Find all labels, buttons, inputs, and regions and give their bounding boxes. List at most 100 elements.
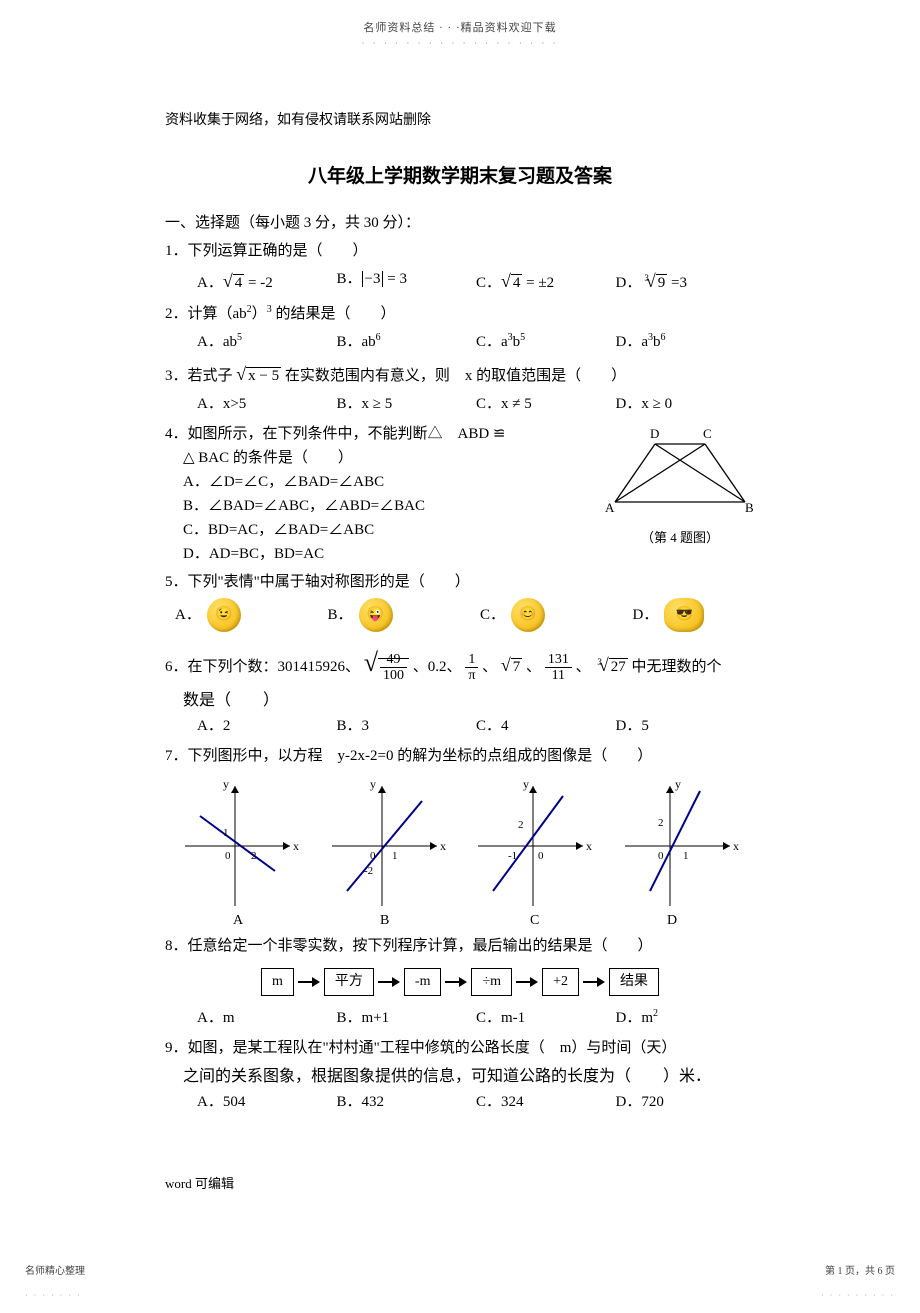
svg-text:1: 1: [223, 827, 229, 839]
flow-box-result: 结果: [609, 968, 659, 996]
page-content: 资料收集于网络，如有侵权请联系网站删除 八年级上学期数学期末复习题及答案 一、选…: [0, 50, 920, 1234]
q2-stem: 2．计算（ab2）3 的结果是（ ）: [165, 302, 755, 326]
q8-options: A．m B．m+1 C．m-1 D．m2: [197, 1006, 755, 1030]
q3-opt-b: B．x ≥ 5: [337, 392, 477, 416]
q8-opt-a: A．m: [197, 1006, 337, 1030]
q2-opt-d: D．a3b6: [616, 330, 756, 354]
q5-stem: 5．下列"表情"中属于轴对称图形的是（ ）: [165, 570, 755, 594]
source-note: 资料收集于网络，如有侵权请联系网站删除: [165, 110, 755, 132]
q9-line2: 之间的关系图象，根据图象提供的信息，可知道公路的长度为（ ）米．: [183, 1064, 755, 1090]
q6-stem: 6．在下列个数：301415926、 √49100 、0.2、 1π 、 √7 …: [165, 642, 755, 684]
q9-opt-a: A．504: [197, 1090, 337, 1114]
q5-options: A．😉 B．😜 C．😊 D．😎: [175, 598, 755, 632]
q3-opt-a: A．x>5: [197, 392, 337, 416]
q4-figure: D C A B （第 4 题图）: [595, 422, 765, 549]
footer-editable: word 可编辑: [165, 1174, 755, 1195]
q2-opt-a: A．ab5: [197, 330, 337, 354]
q4-block: 4．如图所示，在下列条件中，不能判断△ ABD ≌ △ BAC 的条件是（ ） …: [165, 422, 755, 566]
q9-line1: 9．如图，是某工程队在"村村通"工程中修筑的公路长度（ m）与时间（天）: [165, 1036, 755, 1060]
svg-text:0: 0: [225, 850, 231, 862]
page-footer-dots: · · · · · · · · · · · · · · · ·: [0, 1290, 920, 1313]
q6-options: A．2 B．3 C．4 D．5: [197, 714, 755, 738]
svg-text:0: 0: [370, 850, 376, 862]
arrow-icon: [378, 977, 400, 987]
q5-opt-a: A．😉: [175, 598, 298, 632]
q6-opt-c: C．4: [476, 714, 616, 738]
q8-opt-b: B．m+1: [337, 1006, 477, 1030]
svg-text:2: 2: [251, 850, 257, 862]
q5-opt-b: B．😜: [328, 598, 451, 632]
q6-opt-a: A．2: [197, 714, 337, 738]
doc-title: 八年级上学期数学期末复习题及答案: [165, 162, 755, 192]
q1-opt-d: D．3√9 =3: [616, 267, 756, 296]
q6-line2: 数是（ ）: [183, 688, 755, 714]
q8-opt-d: D．m2: [616, 1006, 756, 1030]
flow-box-m: m: [261, 968, 294, 996]
q9-opt-b: B．432: [337, 1090, 477, 1114]
svg-text:B: B: [745, 500, 754, 515]
svg-text:x: x: [586, 839, 592, 853]
arrow-icon: [583, 977, 605, 987]
q7-graphs: x y 0 1 2 A x y 0 1 -2 B x y 0 2: [175, 776, 745, 926]
glasses-emoji-icon: 😎: [664, 598, 704, 632]
q9-options: A．504 B．432 C．324 D．720: [197, 1090, 755, 1114]
q1-opt-b: B．−3 = 3: [337, 267, 477, 296]
arrow-icon: [445, 977, 467, 987]
page-header-dots: · · · · · · · · · · · · · · · · · ·: [0, 36, 920, 50]
q2-opt-b: B．ab6: [337, 330, 477, 354]
wink-emoji-icon: 😉: [207, 598, 241, 632]
svg-text:y: y: [523, 777, 529, 791]
svg-text:y: y: [675, 777, 681, 791]
svg-text:2: 2: [518, 819, 524, 831]
q1-options: A．√4 = -2 B．−3 = 3 C．√4 = ±2 D．3√9 =3: [197, 267, 755, 296]
q3-opt-c: C．x ≠ 5: [476, 392, 616, 416]
q5-opt-c: C．😊: [480, 598, 603, 632]
svg-text:1: 1: [392, 850, 398, 862]
footer-left: 名师精心整理: [25, 1264, 85, 1280]
q2-options: A．ab5 B．ab6 C．a3b5 D．a3b6: [197, 330, 755, 354]
q7-stem: 7．下列图形中，以方程 y-2x-2=0 的解为坐标的点组成的图像是（ ）: [165, 744, 755, 768]
q7-graph-a: x y 0 1 2 A: [175, 776, 305, 926]
svg-text:2: 2: [658, 817, 664, 829]
page-header-top: 名师资料总结 · · ·精品资料欢迎下载: [0, 0, 920, 38]
svg-text:1: 1: [683, 850, 689, 862]
svg-text:y: y: [223, 777, 229, 791]
smile-emoji-icon: 😊: [511, 598, 545, 632]
svg-text:x: x: [733, 839, 739, 853]
svg-text:C: C: [530, 913, 539, 926]
arrow-icon: [298, 977, 320, 987]
svg-text:y: y: [370, 777, 376, 791]
q5-opt-d: D．😎: [633, 598, 756, 632]
svg-text:x: x: [293, 839, 299, 853]
svg-text:D: D: [667, 913, 677, 926]
svg-text:-1: -1: [508, 850, 517, 862]
flow-box-square: 平方: [324, 968, 374, 996]
svg-text:0: 0: [658, 850, 664, 862]
q6-opt-d: D．5: [616, 714, 756, 738]
q7-graph-c: x y 0 2 -1 C: [468, 776, 598, 926]
arrow-icon: [516, 977, 538, 987]
q7-graph-d: x y 0 2 1 D: [615, 776, 745, 926]
q3-opt-d: D．x ≥ 0: [616, 392, 756, 416]
svg-text:A: A: [233, 913, 244, 926]
q7-graph-b: x y 0 1 -2 B: [322, 776, 452, 926]
q9-opt-c: C．324: [476, 1090, 616, 1114]
svg-text:0: 0: [538, 850, 544, 862]
q3-options: A．x>5 B．x ≥ 5 C．x ≠ 5 D．x ≥ 0: [197, 392, 755, 416]
flow-box-plus2: +2: [542, 968, 579, 996]
svg-text:B: B: [380, 913, 389, 926]
q2-opt-c: C．a3b5: [476, 330, 616, 354]
svg-text:A: A: [605, 500, 615, 515]
page-footer: 名师精心整理 第 1 页，共 6 页: [0, 1234, 920, 1290]
svg-text:C: C: [703, 426, 712, 441]
flow-box-div-m: ÷m: [471, 968, 512, 996]
q9-opt-d: D．720: [616, 1090, 756, 1114]
q1-stem: 1．下列运算正确的是（ ）: [165, 239, 755, 263]
q1-opt-a: A．√4 = -2: [197, 267, 337, 296]
section-1-heading: 一、选择题（每小题 3 分，共 30 分）：: [165, 211, 755, 235]
q1-opt-c: C．√4 = ±2: [476, 267, 616, 296]
footer-right: 第 1 页，共 6 页: [825, 1264, 895, 1280]
q3-stem: 3．若式子 √x − 5 在实数范围内有意义，则 x 的取值范围是（ ）: [165, 360, 755, 389]
q8-flowchart: m 平方 -m ÷m +2 结果: [165, 968, 755, 996]
flow-box-minus-m: -m: [404, 968, 442, 996]
